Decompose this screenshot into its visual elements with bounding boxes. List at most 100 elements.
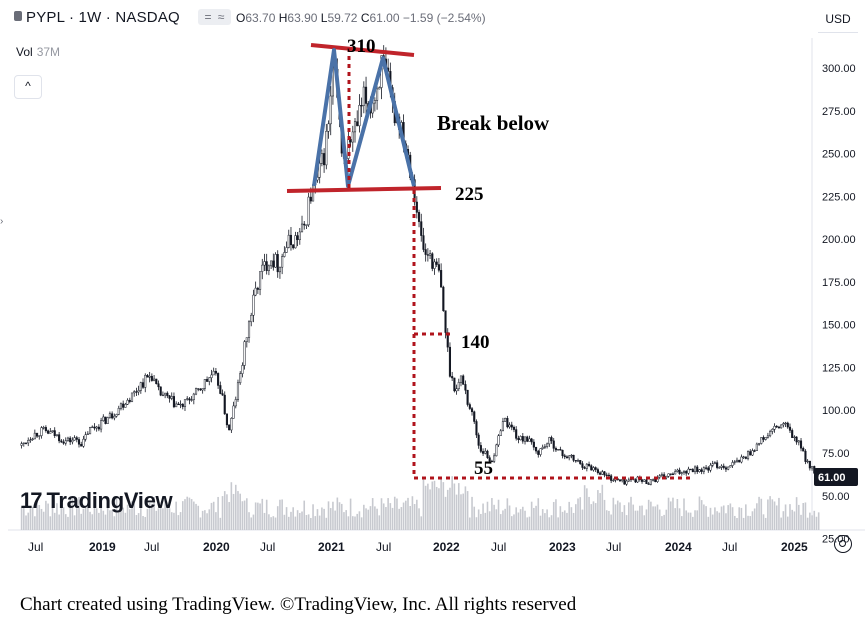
volume-bar [292, 507, 294, 530]
candle-body [479, 445, 482, 452]
volume-bar [711, 514, 714, 530]
volume-bar [67, 516, 69, 530]
candle-body [588, 463, 591, 466]
candle-body [40, 427, 43, 436]
volume-bar [674, 508, 676, 530]
candle-body [431, 253, 434, 269]
candle-body [523, 436, 527, 442]
volume-bar [722, 505, 725, 530]
candle-body [634, 479, 637, 483]
volume-bar [420, 516, 423, 530]
volume-bar [650, 501, 652, 530]
volume-bar [652, 506, 654, 530]
candle-body [470, 408, 474, 413]
volume-bar [482, 503, 484, 530]
settings-icon[interactable] [834, 535, 852, 553]
candle-body [649, 479, 652, 485]
volume-bar [376, 508, 378, 530]
candle-body [519, 436, 522, 441]
volume-bar [285, 507, 288, 530]
volume-bar [758, 496, 760, 530]
candle-body [535, 446, 538, 452]
volume-bar [630, 496, 632, 530]
volume-bar [23, 505, 25, 530]
candle-body [232, 405, 235, 419]
candle-body [88, 427, 92, 435]
volume-bar [628, 502, 630, 530]
volume-bar [656, 504, 659, 530]
candle-body [693, 466, 697, 473]
volume-bar [526, 517, 529, 530]
candle-body [296, 235, 299, 241]
collapse-button[interactable]: ^ [14, 75, 42, 99]
volume-bar [382, 503, 385, 530]
candle-body [559, 449, 562, 451]
candle-body [111, 413, 114, 419]
volume-bar [464, 486, 467, 530]
volume-bar [687, 512, 690, 530]
volume-bar [120, 498, 122, 530]
volume-bar [466, 491, 469, 530]
volume-bar [243, 500, 246, 530]
volume-bar [197, 505, 200, 530]
candle-body [700, 469, 703, 472]
candle-body [243, 341, 246, 366]
volume-bar [605, 510, 608, 530]
candle-body [250, 314, 253, 323]
candle-body [130, 392, 134, 402]
candle-body [199, 388, 202, 391]
candle-body [188, 398, 191, 401]
candle-body [287, 234, 290, 248]
volume-bar [561, 511, 564, 530]
symbol-title[interactable]: PYPL · 1W · NASDAQ [26, 9, 180, 26]
volume-bar [210, 502, 213, 530]
time-tick-label: Jul [260, 540, 275, 554]
volume-bar [325, 517, 328, 530]
volume-bar [455, 494, 458, 530]
volume-bar [767, 499, 769, 530]
candle-body [186, 398, 189, 400]
wave-icon[interactable]: ≈ [211, 9, 231, 25]
candle-body [451, 376, 454, 379]
volume-bar [698, 496, 701, 530]
volume-bar [586, 488, 588, 530]
candle-body [729, 465, 732, 468]
volume-bar [641, 505, 643, 530]
volume-bar [429, 489, 431, 530]
candle-body [731, 462, 734, 466]
candle-body [283, 252, 286, 257]
candle-body [647, 483, 650, 485]
currency-selector[interactable]: USD [818, 6, 858, 33]
volume-bar [541, 509, 544, 530]
volume-bar [603, 499, 606, 530]
volume-bar [237, 491, 239, 530]
chevron-right-icon: › [0, 216, 4, 227]
candle-body [278, 266, 281, 273]
double-top-pattern [312, 48, 416, 188]
candle-body [671, 473, 675, 475]
candle-body [733, 461, 736, 463]
candle-body [521, 436, 524, 442]
volume-bar [336, 497, 339, 530]
volume-bar [69, 497, 71, 530]
volume-bar [517, 512, 520, 530]
candle-body [444, 310, 447, 333]
candle-body [727, 466, 730, 470]
volume-bar [738, 507, 740, 530]
volume-bar [760, 498, 763, 530]
volume-bar [703, 504, 705, 530]
candle-body [766, 435, 769, 438]
candle-body [753, 450, 756, 452]
price-tick-label: 175.00 [822, 277, 856, 289]
volume-bar [84, 505, 87, 530]
volume-bar [623, 505, 626, 530]
candle-body [104, 416, 107, 424]
time-tick-label: Jul [28, 540, 43, 554]
candle-body [764, 437, 767, 440]
volume-bar [528, 516, 531, 530]
volume-bar [128, 509, 131, 530]
volume-bar [91, 514, 94, 530]
volume-bar [665, 509, 668, 530]
candle-body [526, 436, 529, 442]
